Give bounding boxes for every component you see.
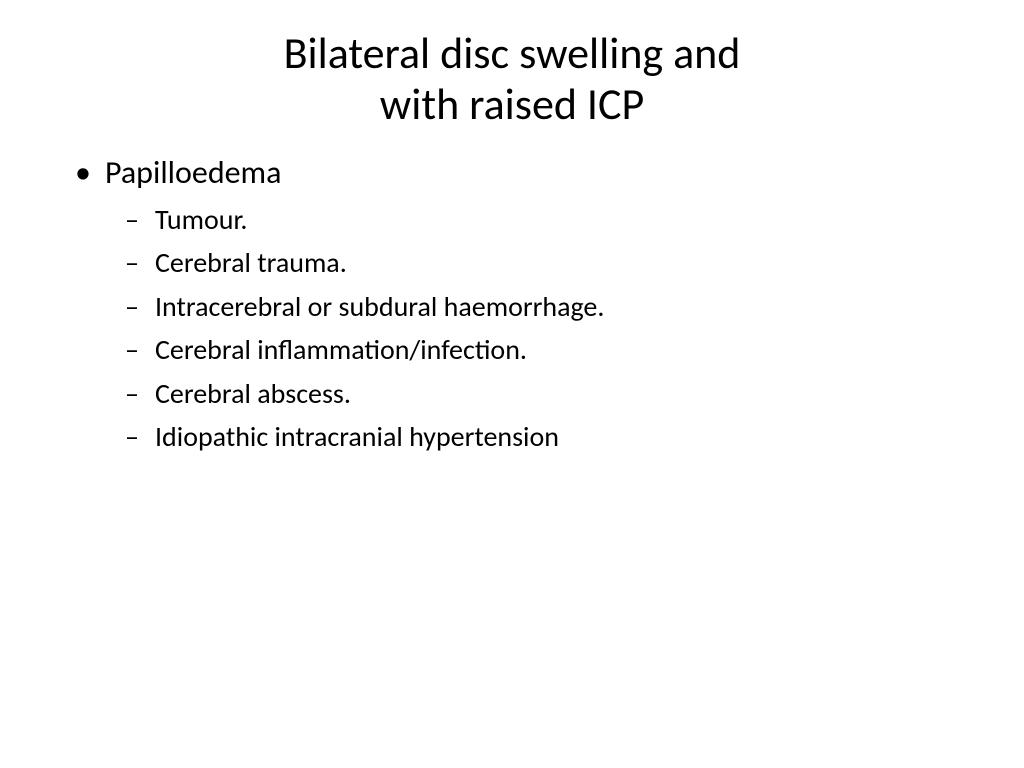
list-item-label: Idiopathic intracranial hypertension (155, 419, 559, 454)
slide-title: Bilateral disc swelling and with raised … (50, 28, 974, 129)
list-item: Tumour. (125, 198, 974, 241)
title-line-2: with raised ICP (380, 77, 644, 131)
list-item: Idiopathic intracranial hypertension (125, 415, 974, 458)
title-line-1: Bilateral disc swelling and (284, 26, 741, 80)
slide-container: Bilateral disc swelling and with raised … (0, 0, 1024, 768)
list-item: Cerebral abscess. (125, 372, 974, 415)
bullet-list-level1: Papilloedema Tumour. Cerebral trauma. In… (75, 151, 974, 458)
list-item-label: Cerebral abscess. (155, 376, 351, 411)
list-item-label: Cerebral inflammation/infection. (155, 332, 527, 367)
list-item: Cerebral inflammation/infection. (125, 328, 974, 371)
list-item: Intracerebral or subdural haemorrhage. (125, 285, 974, 328)
list-item-label: Papilloedema (105, 153, 281, 192)
list-item-label: Cerebral trauma. (155, 245, 347, 280)
list-item-label: Tumour. (155, 202, 247, 237)
list-item-label: Intracerebral or subdural haemorrhage. (155, 289, 604, 324)
list-item: Papilloedema Tumour. Cerebral trauma. In… (75, 151, 974, 458)
bullet-list-level2: Tumour. Cerebral trauma. Intracerebral o… (105, 198, 974, 458)
slide-content: Papilloedema Tumour. Cerebral trauma. In… (50, 151, 974, 458)
list-item: Cerebral trauma. (125, 241, 974, 284)
